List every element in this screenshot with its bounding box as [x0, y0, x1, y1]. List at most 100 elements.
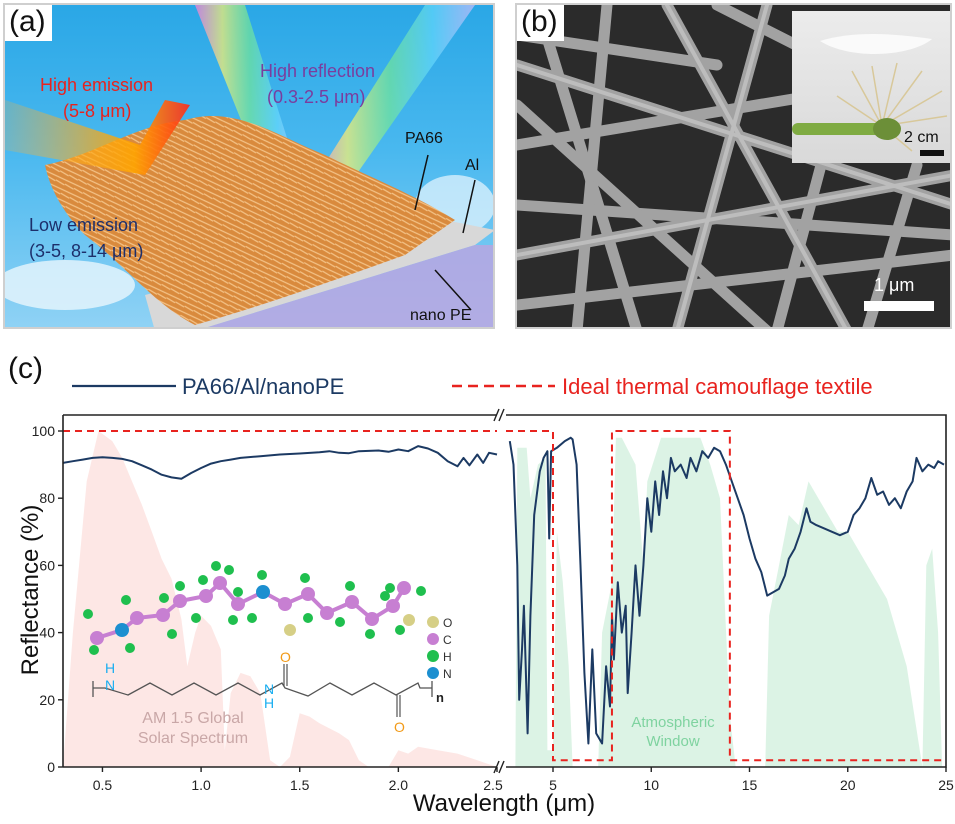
x-tick-label: 20 [840, 777, 856, 793]
emission-beam [5, 100, 190, 175]
carbon-atom [173, 594, 187, 608]
x-tick-label: 2.0 [389, 777, 409, 793]
molecule-legend-label: H [443, 650, 452, 664]
atmospheric-window-area [506, 437, 943, 767]
hydrogen-atom [380, 591, 390, 601]
x-tick-label: 1.5 [290, 777, 310, 793]
hydrogen-atom [365, 629, 375, 639]
oxygen-atom [284, 624, 296, 636]
hydrogen-atom [159, 593, 169, 603]
y-tick-label: 0 [47, 759, 55, 775]
carbon-atom [130, 611, 144, 625]
substrate-nanope-layer [208, 245, 493, 327]
carbon-atom [213, 576, 227, 590]
hydrogen-atom [224, 565, 234, 575]
hydrogen-atom [125, 643, 135, 653]
molecule-backbone [96, 580, 406, 640]
y-tick-label: 40 [39, 625, 55, 641]
molecule-legend-label: N [443, 667, 452, 681]
annotation-solar-2: Solar Spectrum [138, 730, 248, 747]
annotation-solar-1: AM 1.5 Global [142, 710, 243, 727]
carbon-atom [231, 597, 245, 611]
x-tick-label: 10 [643, 777, 659, 793]
hydrogen-atom [233, 587, 243, 597]
x-tick-label: 2.5 [483, 777, 503, 793]
formula-brackets [92, 681, 433, 697]
low-emission-range: (3-5, 8-14 μm) [29, 241, 144, 261]
carbon-atom [199, 589, 213, 603]
hydrogen-atom [175, 581, 185, 591]
x-tick-label: 1.0 [191, 777, 211, 793]
leader-nanope [434, 269, 472, 311]
solar-spectrum-area [63, 431, 497, 767]
hydrogen-atom [228, 615, 238, 625]
scale-bar-label: 1 μm [874, 275, 915, 295]
panel-a-label: (a) [5, 5, 52, 41]
hydrogen-atom [247, 613, 257, 623]
hydrogen-atom [335, 617, 345, 627]
annotation-window-1: Atmospheric [631, 714, 715, 731]
formula-atom-label: H [264, 695, 274, 711]
carbon-atom [301, 587, 315, 601]
carbon-atom [397, 581, 411, 595]
carbon-atom [278, 597, 292, 611]
formula-repeat-subscript: n [436, 690, 444, 705]
nitrogen-atom [256, 585, 270, 599]
carbon-atom [345, 595, 359, 609]
hydrogen-atom [211, 561, 221, 571]
annotation-window-2: Window [646, 733, 700, 750]
high-emission-label: High emission [40, 75, 154, 95]
hydrogen-atom [121, 595, 131, 605]
hydrogen-atom [257, 570, 267, 580]
hydrogen-atom [198, 575, 208, 585]
chart-legend: PA66/Al/nanoPE Ideal thermal camouflage … [72, 374, 873, 399]
plot-frame [63, 414, 947, 768]
x-axis-title: Wavelength (μm) [413, 790, 595, 817]
hydrogen-atom [300, 573, 310, 583]
layer-label-al: Al [465, 157, 480, 174]
y-tick-label: 20 [39, 692, 55, 708]
chart-annotations: AM 1.5 Global Solar Spectrum Atmospheric… [138, 710, 715, 750]
x-tick-label: 0.5 [93, 777, 113, 793]
panel-c-label: (c) [8, 352, 43, 385]
carbon-atom [386, 599, 400, 613]
molecule-legend-swatch [427, 650, 439, 662]
molecule-legend-swatch [427, 616, 439, 628]
molecule-legend-swatch [427, 667, 439, 679]
reflection-beam-out [305, 5, 475, 205]
dandelion-inset: 2 cm [792, 11, 950, 163]
legend-label-ideal: Ideal thermal camouflage textile [562, 374, 873, 399]
formula-atom-label: O [280, 649, 291, 665]
leader-pa66 [414, 154, 429, 211]
hydrogen-atom [345, 581, 355, 591]
carbon-atom [90, 631, 104, 645]
leader-al [462, 179, 476, 234]
series-pa66-al-nanope [62, 436, 945, 745]
hydrogen-atom [167, 629, 177, 639]
high-reflection-range: (0.3-2.5 μm) [267, 87, 366, 107]
molecule-legend-swatch [427, 633, 439, 645]
scale-bar [864, 301, 934, 311]
carbon-atom [320, 606, 334, 620]
hydrogen-atom [395, 625, 405, 635]
formula-atom-label: N [264, 681, 274, 697]
y-tick-label: 80 [39, 490, 55, 506]
x-tick-label: 25 [938, 777, 954, 793]
formula-atom-label: N [105, 677, 115, 693]
y-axis-title: Reflectance (%) [17, 505, 44, 676]
chart-axes: 0 20 40 60 80 100 0.5 1.0 1.5 2.0 2.5 5 10 15 20 25 [32, 408, 954, 793]
inset-scale-bar [920, 150, 944, 156]
background-spectra [63, 431, 943, 767]
low-emission-label: Low emission [29, 215, 139, 235]
high-emission-range: (5-8 μm) [63, 101, 132, 121]
panel-b-sem-image: 1 μm 2 cm (b) [515, 3, 952, 329]
y-tick-label: 100 [32, 423, 56, 439]
hydrogen-atom [89, 645, 99, 655]
formula-chain [93, 682, 432, 697]
formula-double-bonds [283, 664, 401, 717]
cloud [5, 260, 135, 310]
layer-label-pa66: PA66 [405, 130, 443, 147]
